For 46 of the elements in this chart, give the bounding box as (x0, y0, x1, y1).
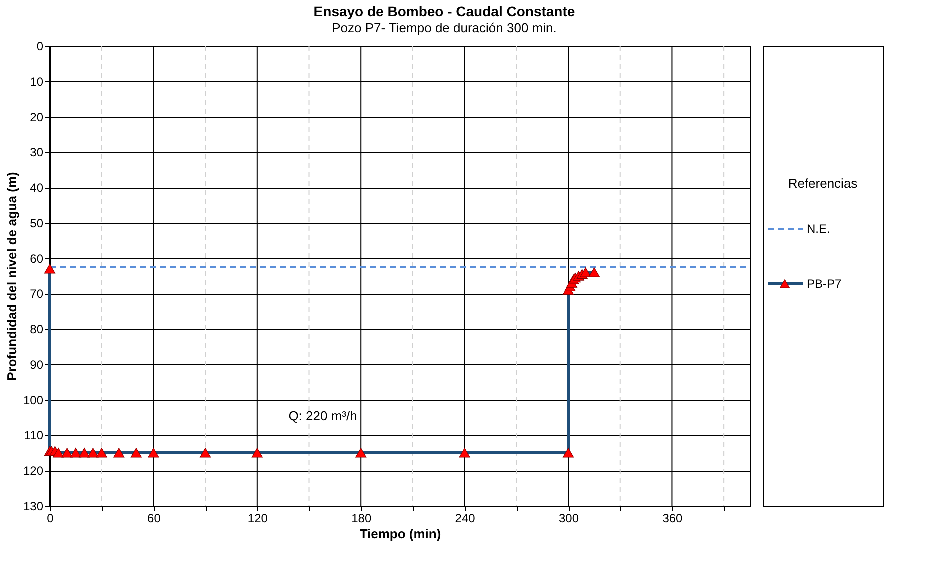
point (88, 448, 99, 458)
point (356, 448, 367, 458)
point (53, 448, 64, 458)
legend-label: N.E. (807, 222, 830, 236)
y-tick-label: 90 (30, 358, 44, 372)
y-tick-label: 20 (30, 110, 44, 124)
y-tick-label: 80 (30, 322, 44, 337)
y-tick-label: 40 (30, 181, 44, 196)
point (252, 448, 263, 458)
point (44, 264, 56, 274)
y-tick-label: 120 (23, 464, 44, 478)
point (148, 448, 160, 458)
chart-subtitle: Pozo P7- Tiempo de duración 300 min. (332, 20, 557, 36)
y-tick-label: 10 (30, 74, 44, 89)
legend-label: PB-P7 (807, 277, 842, 291)
chart-title: Ensayo de Bombeo - Caudal Constante (314, 4, 576, 20)
point (62, 448, 73, 458)
point (130, 448, 142, 458)
x-tick-label: 60 (148, 512, 162, 526)
y-tick-label: 100 (23, 393, 44, 408)
legend-title: Referencias (788, 176, 858, 191)
x-tick-label: 120 (248, 512, 268, 526)
y-tick-label: 30 (30, 146, 44, 160)
y-axis-title: Profundidad del nivel de agua (m) (4, 172, 20, 381)
y-tick-label: 0 (36, 40, 44, 54)
x-tick-label: 240 (455, 512, 476, 526)
point (562, 448, 574, 458)
point (79, 448, 90, 458)
y-tick-label: 60 (30, 252, 44, 266)
point (588, 268, 600, 278)
y-tick-label: 130 (23, 500, 44, 514)
point (96, 448, 108, 458)
point (580, 268, 592, 278)
point (200, 448, 212, 458)
x-tick-label: 180 (352, 512, 372, 526)
y-tick-label: 70 (30, 287, 44, 302)
x-axis-title: Tiempo (min) (360, 526, 442, 542)
point (459, 448, 470, 458)
x-tick-label: 360 (662, 512, 684, 526)
y-tick-label: 110 (24, 428, 44, 443)
point (114, 448, 125, 458)
x-tick-label: 300 (559, 512, 580, 526)
point (70, 448, 82, 458)
y-tick-label: 50 (30, 216, 44, 230)
annotation: Q: 220 m³/h (288, 408, 358, 424)
x-tick-label: 0 (47, 512, 54, 526)
